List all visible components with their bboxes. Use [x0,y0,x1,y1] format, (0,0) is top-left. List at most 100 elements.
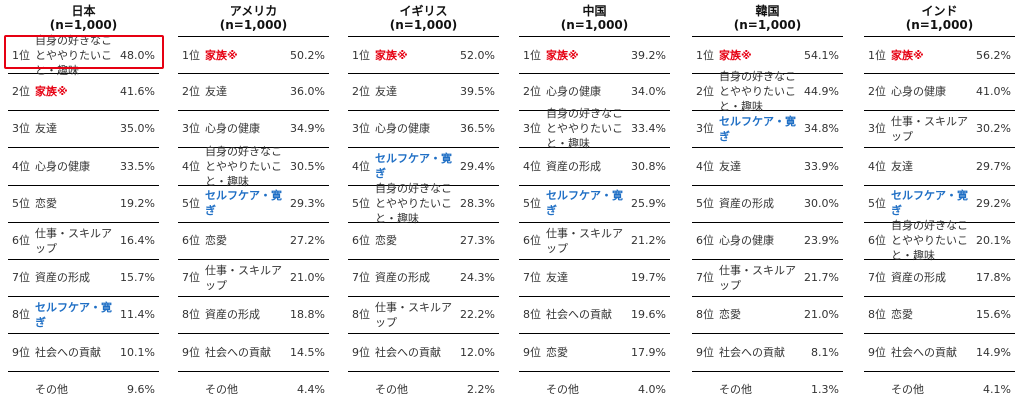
percentage-value: 29.3% [290,196,325,210]
table-row: 7位 友達 19.7% [519,259,670,298]
rank-label: 9位 [182,345,200,359]
country-column: インド (n=1,000) 1位 家族※ 56.2% 2位 心身の健康 41.0% 3位 仕事・ス… [864,0,1015,410]
table-row: 7位 仕事・スキルアップ 21.7% [692,259,843,298]
percentage-value: 19.2% [120,196,155,210]
table-row: 2位 心身の健康 34.0% [519,73,670,112]
rank-label: 6位 [868,234,886,247]
table-row: 2位 自身の好きなことややりたいこと・趣味 44.9% [692,70,843,114]
item-label: 自身の好きなことややりたいこと・趣味 [35,34,112,77]
percentage-value: 10.1% [120,345,155,359]
rank-label: 9位 [12,345,30,359]
table-row: 8位 仕事・スキルアップ 22.2% [348,296,499,335]
table-row: 5位 恋愛 19.2% [8,185,159,223]
table-row: 1位 家族※ 56.2% [864,36,1015,74]
rank-label: 2位 [868,85,886,99]
column-header: 中国 (n=1,000) [519,0,670,34]
rank-label: 3位 [352,122,370,136]
percentage-value: 36.0% [290,85,325,99]
rank-label: 2位 [182,85,200,99]
table-row: 2位 友達 39.5% [348,73,499,112]
rank-label: 5位 [523,196,541,210]
percentage-value: 4.1% [983,382,1011,396]
percentage-value: 29.7% [976,159,1011,173]
column-header: インド (n=1,000) [864,0,1015,34]
item-label: 家族※ [891,49,924,62]
table-row: 3位 心身の健康 34.9% [178,110,329,149]
percentage-value: 36.5% [460,122,495,136]
item-label: 恋愛 [375,234,397,247]
table-row: 2位 友達 36.0% [178,73,329,112]
item-label: 仕事・スキルアップ [719,263,796,292]
item-label: 自身の好きなことややりたいこと・趣味 [719,70,796,114]
percentage-value: 41.6% [120,85,155,99]
table-row: 3位 心身の健康 36.5% [348,110,499,149]
rank-label: 7位 [523,271,541,285]
rank-label: 1位 [523,49,541,62]
table-row: 4位 資産の形成 30.8% [519,148,670,186]
item-label: 心身の健康 [205,122,260,136]
percentage-value: 33.9% [804,159,839,173]
percentage-value: 25.9% [631,196,666,210]
item-label: 社会への貢献 [375,345,441,359]
percentage-value: 48.0% [120,49,155,62]
item-label: 仕事・スキルアップ [891,114,968,143]
percentage-value: 19.6% [631,308,666,322]
table-row: その他 1.3% [692,371,843,409]
rank-label: 6位 [12,234,30,247]
table-row: 4位 友達 33.9% [692,148,843,186]
sample-size: (n=1,000) [733,18,802,32]
table-row: 7位 資産の形成 17.8% [864,259,1015,298]
table-row: 9位 社会への貢献 8.1% [692,334,843,372]
table-row: その他 4.1% [864,371,1015,409]
percentage-value: 34.9% [290,122,325,136]
percentage-value: 17.8% [976,271,1011,285]
item-label: 社会への貢献 [546,308,612,322]
percentage-value: 12.0% [460,345,495,359]
item-label: セルフケア・寛ぎ [205,189,282,218]
item-label: 友達 [35,122,57,136]
percentage-value: 29.2% [976,196,1011,210]
country-column: 韓国 (n=1,000) 1位 家族※ 54.1% 2位 自身の好きなことややりたいこと・趣… [692,0,843,410]
table-row: 8位 セルフケア・寛ぎ 11.4% [8,296,159,335]
country-name: インド [921,4,958,18]
percentage-value: 41.0% [976,85,1011,99]
rank-label: 1位 [352,49,370,62]
percentage-value: 16.4% [120,234,155,247]
percentage-value: 21.0% [804,308,839,322]
rank-label: 5位 [696,196,714,210]
table-row: 2位 心身の健康 41.0% [864,73,1015,112]
percentage-value: 27.3% [460,234,495,247]
table-row: 5位 セルフケア・寛ぎ 29.2% [864,185,1015,223]
rank-label: 8位 [352,308,370,322]
rank-label: 1位 [12,49,30,62]
percentage-value: 20.1% [976,234,1011,247]
country-name: 中国 [582,4,607,18]
table-row: その他 9.6% [8,371,159,409]
rank-label: 3位 [12,122,30,136]
table-row: 9位 社会への貢献 10.1% [8,334,159,372]
rank-label: 6位 [523,234,541,247]
country-name: イギリス [399,4,448,18]
item-label: 仕事・スキルアップ [546,226,623,255]
item-label: その他 [35,382,68,396]
table-row: 1位 家族※ 54.1% [692,36,843,74]
rank-label: 9位 [868,345,886,359]
percentage-value: 23.9% [804,234,839,247]
rank-label: 2位 [696,85,714,99]
item-label: 社会への貢献 [719,345,785,359]
table-row: 9位 社会への貢献 14.5% [178,334,329,372]
sample-size: (n=1,000) [560,18,629,32]
rank-label: 8位 [182,308,200,322]
country-name: アメリカ [229,4,278,18]
rank-label: 9位 [352,345,370,359]
table-row: その他 4.0% [519,371,670,409]
percentage-value: 15.6% [976,308,1011,322]
item-label: 友達 [891,159,913,173]
country-column: アメリカ (n=1,000) 1位 家族※ 50.2% 2位 友達 36.0% 3位 心身の健康 3… [178,0,329,410]
rank-label: 8位 [12,308,30,322]
country-column: 日本 (n=1,000) 1位 自身の好きなことややりたいこと・趣味 48.0% 2位 家族… [8,0,159,410]
rank-label: 2位 [523,85,541,99]
rank-label: 5位 [12,196,30,210]
table-row: 6位 心身の健康 23.9% [692,222,843,260]
item-label: 恋愛 [546,345,568,359]
